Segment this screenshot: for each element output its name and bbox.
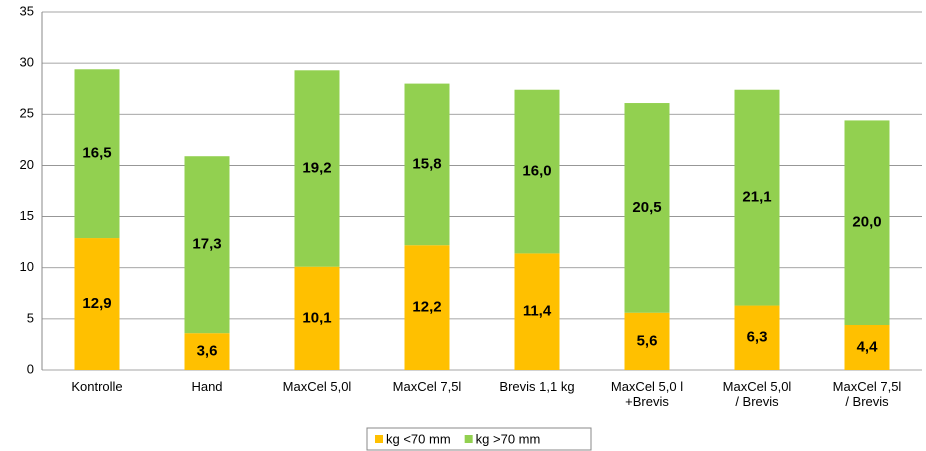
bar-segment [404,83,450,246]
legend-label: kg <70 mm [386,431,451,446]
x-tick-label: MaxCel 5,0l [282,379,352,394]
value-label: 11,4 [523,303,552,320]
x-tick-label: MaxCel 5,0l / Brevis [722,379,792,409]
x-tick-label: Hand [191,379,223,394]
bar-segment [74,69,120,239]
y-tick-label: 15 [20,208,34,223]
bar-segment [734,89,780,306]
value-label: 17,3 [192,236,221,253]
y-tick-label: 35 [20,3,34,18]
value-label: 12,2 [412,299,441,316]
bar-segment [184,156,230,334]
value-label: 15,8 [412,155,441,172]
value-label: 20,0 [852,214,881,231]
value-label: 5,6 [637,332,658,349]
bar-segment [74,238,120,370]
bar-segment [294,70,340,267]
x-tick-label: MaxCel 5,0 l +Brevis [610,379,684,409]
value-label: 10,1 [302,309,331,326]
bar-segment [294,266,340,370]
bar-segment [514,253,560,370]
y-tick-label: 30 [20,55,34,70]
value-label: 19,2 [302,159,331,176]
value-label: 16,5 [82,145,111,162]
legend-label: kg >70 mm [476,431,541,446]
bar-segment [514,89,560,254]
x-tick-label: MaxCel 7,5l [392,379,462,394]
bar-segment [734,305,780,370]
bar-segment [844,120,890,325]
legend-swatch [375,435,383,443]
bar-segment [404,245,450,370]
value-label: 20,5 [632,199,661,216]
legend-swatch [464,435,473,443]
y-tick-label: 20 [20,157,34,172]
bar-segment [844,324,890,370]
legend-box [366,427,592,451]
value-label: 21,1 [742,189,771,206]
bar-segment [184,333,230,370]
y-tick-label: 0 [27,361,34,376]
value-label: 16,0 [522,163,551,180]
value-label: 12,9 [82,295,111,312]
x-tick-label: MaxCel 7,5l / Brevis [832,379,902,409]
value-label: 3,6 [197,343,218,360]
y-tick-label: 10 [20,259,34,274]
bar-segment [624,103,670,313]
value-label: 6,3 [747,329,768,346]
value-label: 4,4 [857,338,879,355]
x-tick-label: Kontrolle [71,379,123,394]
y-tick-label: 25 [20,106,34,121]
y-tick-label: 5 [27,310,34,325]
x-tick-label: Brevis 1,1 kg [499,379,575,394]
bar-segment [624,312,670,370]
